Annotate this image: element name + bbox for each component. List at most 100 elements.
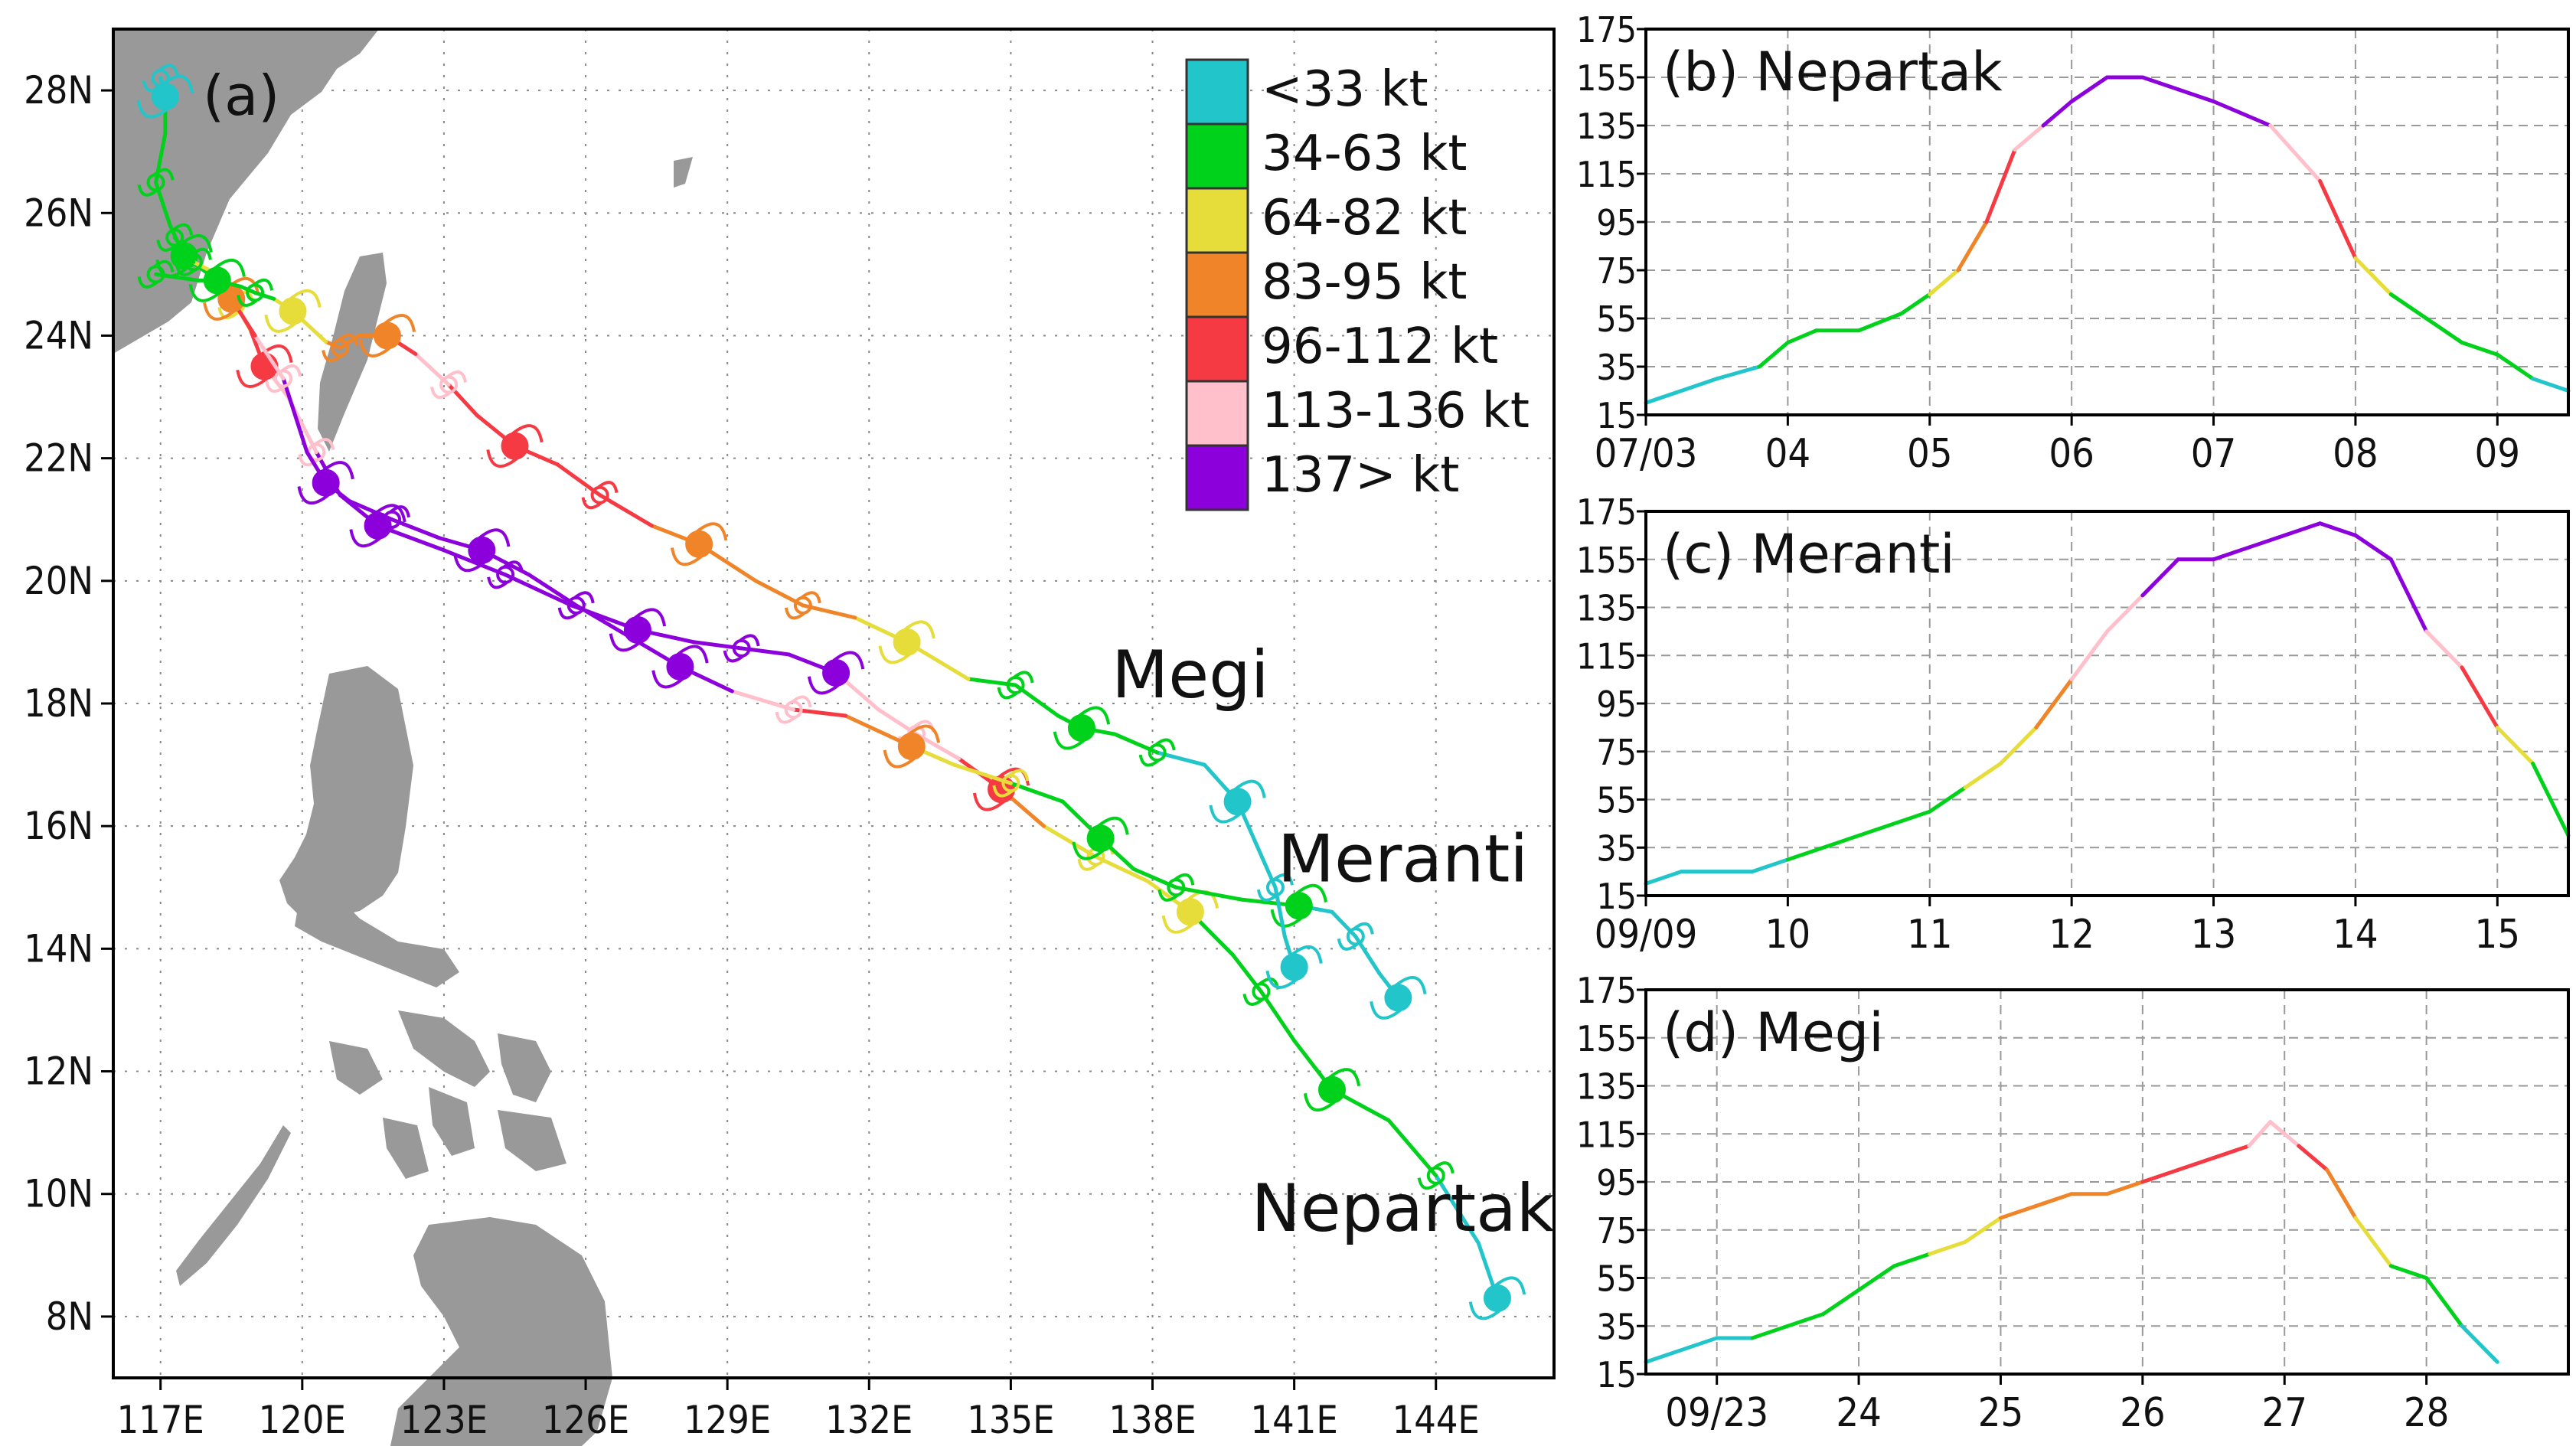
legend-label: 83-95 kt: [1262, 254, 1467, 311]
track-segment: [1386, 1118, 1438, 1178]
symbol-arm: [314, 438, 335, 451]
intensity-panel-nepartak: 15 35 55 75 95 115 135 155 175 07/03 04 05 06 07 08 09 (…: [1576, 9, 2571, 477]
symbol-arm: [453, 553, 485, 573]
map-tick-label-lon: 132E: [825, 1398, 913, 1442]
track-meranti: [156, 223, 1427, 1020]
intensity-segment: [2268, 1120, 2301, 1148]
symbol-arm: [137, 184, 158, 197]
tick-label-x: 06: [2049, 431, 2094, 477]
intensity-segment: [1892, 1252, 1932, 1268]
symbol-eye: [1384, 984, 1412, 1012]
intensity-segment: [2140, 75, 2180, 92]
symbol-arm: [237, 294, 258, 307]
intensity-segment: [2353, 533, 2393, 562]
typhoon-symbol: [1417, 1161, 1455, 1190]
legend-label: 137> kt: [1262, 447, 1459, 504]
symbol-arm: [1161, 915, 1194, 934]
track-segment: [1008, 781, 1065, 804]
intensity-segment: [2318, 521, 2358, 537]
map-tick-label-lat: 18N: [24, 681, 93, 726]
intensity-segment: [2013, 123, 2045, 152]
track-segment: [338, 333, 361, 350]
intensity-segment: [1644, 870, 1683, 886]
map-tick-label-lon: 117E: [117, 1398, 204, 1442]
land-luzon-south: [295, 880, 459, 987]
intensity-segment: [2325, 1167, 2358, 1220]
intensity-segment: [2176, 1156, 2216, 1172]
symbol-arm: [389, 505, 411, 518]
intensity-segment: [2388, 1264, 2429, 1280]
symbol-arm: [358, 338, 391, 357]
tick-label-x: 12: [2049, 912, 2094, 958]
tick-label-y: 95: [1596, 1162, 1637, 1203]
legend-swatch: [1185, 251, 1249, 318]
intensity-segment: [1963, 761, 2003, 790]
typhoon-symbol: [651, 645, 709, 689]
symbol-eye: [1176, 898, 1204, 926]
typhoon-symbol: [142, 64, 179, 93]
symbol-arm: [322, 350, 343, 362]
intensity-segment: [2176, 87, 2216, 103]
symbol-arm: [784, 607, 806, 620]
symbol-arm: [156, 239, 178, 252]
symbol-arm: [651, 670, 684, 689]
track-segment: [952, 762, 1013, 785]
intensity-segment: [2388, 292, 2429, 321]
symbol-arm: [1209, 805, 1242, 824]
track-segment: [1174, 885, 1245, 902]
legend-label: 96-112 kt: [1262, 318, 1498, 375]
intensity-legend: <33 kt 34-63 kt 64-82 kt 83-95 kt 96-112 kt 1…: [1185, 58, 1530, 511]
typhoon-symbol: [265, 364, 302, 393]
legend-swatch: [1185, 187, 1249, 254]
intensity-segment: [2495, 725, 2535, 765]
symbol-arm: [1337, 938, 1359, 951]
symbol-arm: [1417, 1177, 1438, 1190]
panel-frame: [1644, 510, 2570, 897]
tick-label-x: 24: [1836, 1390, 1882, 1436]
storm-label-megi: Megi: [1112, 637, 1269, 713]
typhoon-symbol: [878, 620, 935, 664]
tick-label-y: 35: [1596, 347, 1637, 388]
intensity-segment: [2034, 1192, 2074, 1208]
map-tick-label-lat: 28N: [24, 68, 93, 113]
symbol-eye: [501, 432, 529, 460]
typhoon-symbol: [1072, 816, 1129, 860]
symbol-arm: [337, 333, 359, 346]
typhoon-symbol: [1337, 922, 1374, 951]
intensity-segment: [2069, 629, 2109, 682]
symbol-arm: [191, 247, 212, 260]
typhoon-symbol: [188, 258, 246, 302]
tick-label-y: 15: [1596, 876, 1637, 917]
map-tick-label-lon: 129E: [684, 1398, 771, 1442]
tick-label-y: 55: [1596, 299, 1637, 340]
tick-label-y: 75: [1596, 1210, 1637, 1252]
symbol-arm: [289, 289, 322, 308]
intensity-segment: [2140, 1167, 2180, 1184]
typhoon-symbol: [137, 168, 175, 197]
tick-label-x: 15: [2475, 912, 2521, 958]
map-tick-label-lon: 123E: [400, 1398, 488, 1442]
track-segment: [527, 573, 579, 608]
panel-title: (c) Meranti: [1663, 523, 1955, 586]
symbol-eye: [312, 468, 340, 497]
symbol-arm: [670, 547, 703, 566]
panel-title: (d) Megi: [1663, 1001, 1884, 1064]
symbol-arm: [878, 645, 911, 664]
symbol-arm: [1157, 889, 1179, 902]
symbol-arm: [297, 486, 330, 505]
land-visayas-5: [498, 1110, 566, 1171]
intensity-segment: [1928, 785, 1967, 814]
typhoon-symbol: [1138, 738, 1176, 767]
land-visayas-4: [429, 1087, 475, 1156]
symbol-arm: [1053, 731, 1086, 750]
intensity-segment: [1750, 1312, 1826, 1340]
typhoon-symbol: [670, 522, 728, 566]
intensity-segment: [2353, 1216, 2393, 1268]
tick-label-y: 55: [1596, 1258, 1637, 1300]
typhoon-symbol: [1209, 779, 1266, 824]
intensity-segment: [2105, 1180, 2145, 1196]
symbol-arm: [137, 276, 158, 289]
symbol-arm: [557, 607, 579, 620]
intensity-segment: [2212, 100, 2273, 128]
symbol-arm: [181, 233, 213, 253]
